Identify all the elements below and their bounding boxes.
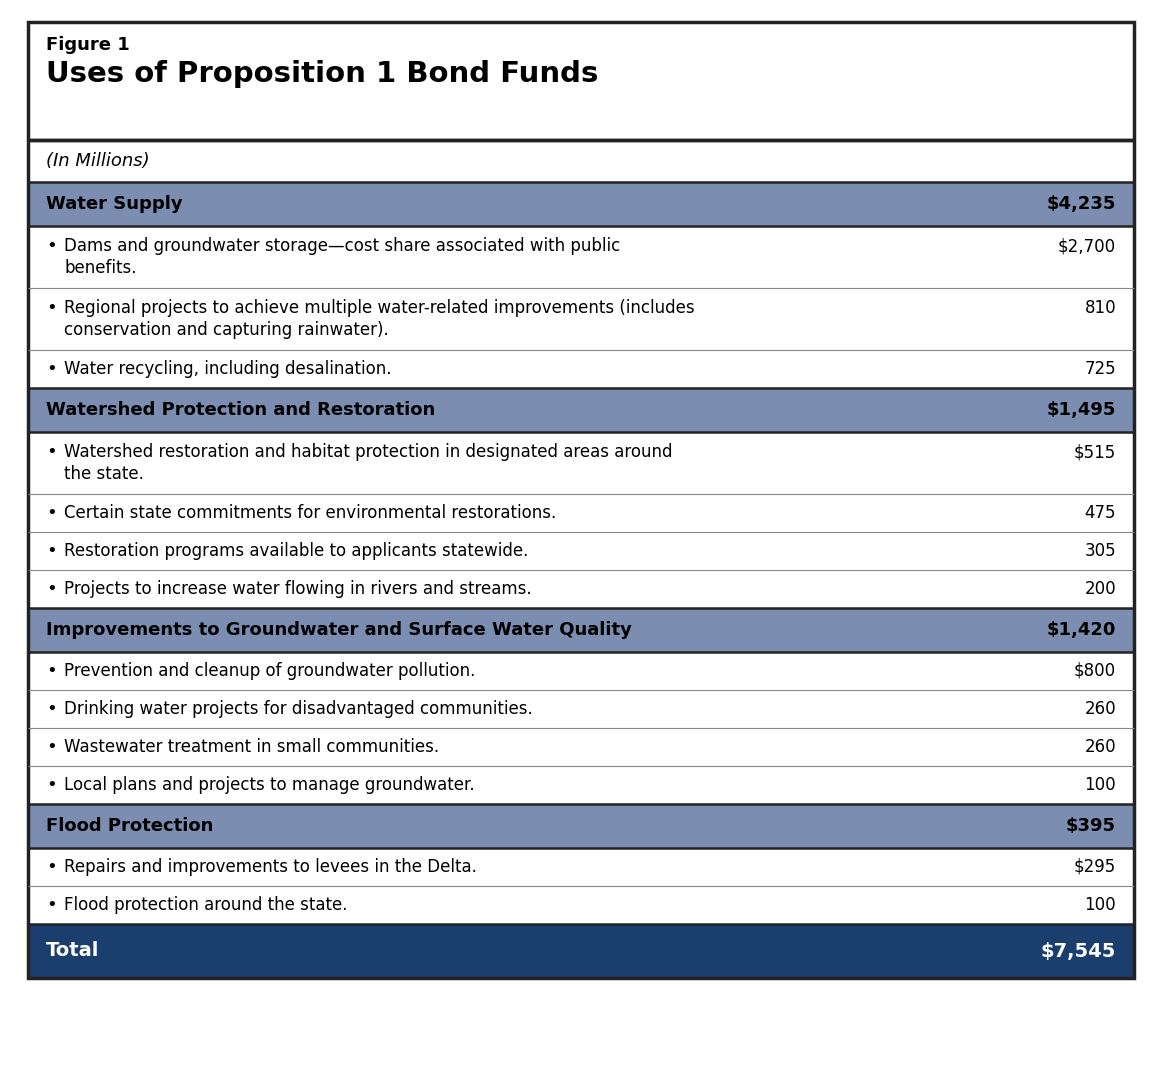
Text: Watershed restoration and habitat protection in designated areas around: Watershed restoration and habitat protec… [64,443,673,461]
Bar [28,140,1134,182]
Text: •: • [46,443,57,461]
Text: Water recycling, including desalination.: Water recycling, including desalination. [64,360,392,378]
Bar [28,226,1134,288]
Text: Dams and groundwater storage—cost share associated with public: Dams and groundwater storage—cost share … [64,237,621,255]
Text: 810: 810 [1084,298,1116,317]
Text: 100: 100 [1084,776,1116,794]
Text: Drinking water projects for disadvantaged communities.: Drinking water projects for disadvantage… [64,700,532,718]
Bar [28,728,1134,766]
Bar [28,182,1134,226]
Bar [28,532,1134,570]
Bar [28,886,1134,924]
Text: Watershed Protection and Restoration: Watershed Protection and Restoration [46,401,436,419]
Text: Projects to increase water flowing in rivers and streams.: Projects to increase water flowing in ri… [64,580,532,598]
Text: $4,235: $4,235 [1047,195,1116,213]
Text: $1,495: $1,495 [1047,401,1116,419]
Text: •: • [46,897,57,914]
Bar [28,924,1134,978]
Text: $2,700: $2,700 [1057,237,1116,255]
Text: Water Supply: Water Supply [46,195,182,213]
Text: $295: $295 [1074,858,1116,876]
Text: Uses of Proposition 1 Bond Funds: Uses of Proposition 1 Bond Funds [46,60,598,88]
Bar [28,847,1134,886]
Text: 260: 260 [1084,738,1116,756]
Bar [28,22,1134,978]
Text: Prevention and cleanup of groundwater pollution.: Prevention and cleanup of groundwater po… [64,662,475,680]
Bar [28,22,1134,140]
Text: Local plans and projects to manage groundwater.: Local plans and projects to manage groun… [64,776,474,794]
Bar [28,288,1134,350]
Bar [28,432,1134,494]
Text: •: • [46,542,57,560]
Text: Wastewater treatment in small communities.: Wastewater treatment in small communitie… [64,738,439,756]
Bar [28,350,1134,388]
Text: $395: $395 [1066,817,1116,835]
Text: Certain state commitments for environmental restorations.: Certain state commitments for environmen… [64,504,557,522]
Text: •: • [46,504,57,522]
Text: 200: 200 [1084,580,1116,598]
Text: 100: 100 [1084,897,1116,914]
Text: •: • [46,237,57,255]
Text: Regional projects to achieve multiple water-related improvements (includes: Regional projects to achieve multiple wa… [64,298,695,317]
Text: benefits.: benefits. [64,259,136,277]
Text: $7,545: $7,545 [1041,941,1116,960]
Text: •: • [46,662,57,680]
Text: 305: 305 [1084,542,1116,560]
Bar [28,494,1134,532]
Text: (In Millions): (In Millions) [46,152,150,169]
Text: •: • [46,738,57,756]
Text: 475: 475 [1084,504,1116,522]
Text: •: • [46,298,57,317]
Text: Repairs and improvements to levees in the Delta.: Repairs and improvements to levees in th… [64,858,476,876]
Text: $515: $515 [1074,443,1116,461]
Text: Restoration programs available to applicants statewide.: Restoration programs available to applic… [64,542,529,560]
Text: Flood Protection: Flood Protection [46,817,214,835]
Bar [28,766,1134,804]
Bar [28,608,1134,652]
Bar [28,804,1134,847]
Text: Total: Total [46,941,100,960]
Bar [28,570,1134,608]
Text: •: • [46,858,57,876]
Text: $1,420: $1,420 [1047,621,1116,639]
Bar [28,690,1134,728]
Text: 725: 725 [1084,360,1116,378]
Text: $800: $800 [1074,662,1116,680]
Text: •: • [46,700,57,718]
Bar [28,388,1134,432]
Text: conservation and capturing rainwater).: conservation and capturing rainwater). [64,321,389,339]
Text: 260: 260 [1084,700,1116,718]
Text: •: • [46,776,57,794]
Bar [28,652,1134,690]
Text: Flood protection around the state.: Flood protection around the state. [64,897,347,914]
Text: the state.: the state. [64,465,144,483]
Text: •: • [46,360,57,378]
Text: Improvements to Groundwater and Surface Water Quality: Improvements to Groundwater and Surface … [46,621,632,639]
Text: •: • [46,580,57,598]
Text: Figure 1: Figure 1 [46,36,130,54]
